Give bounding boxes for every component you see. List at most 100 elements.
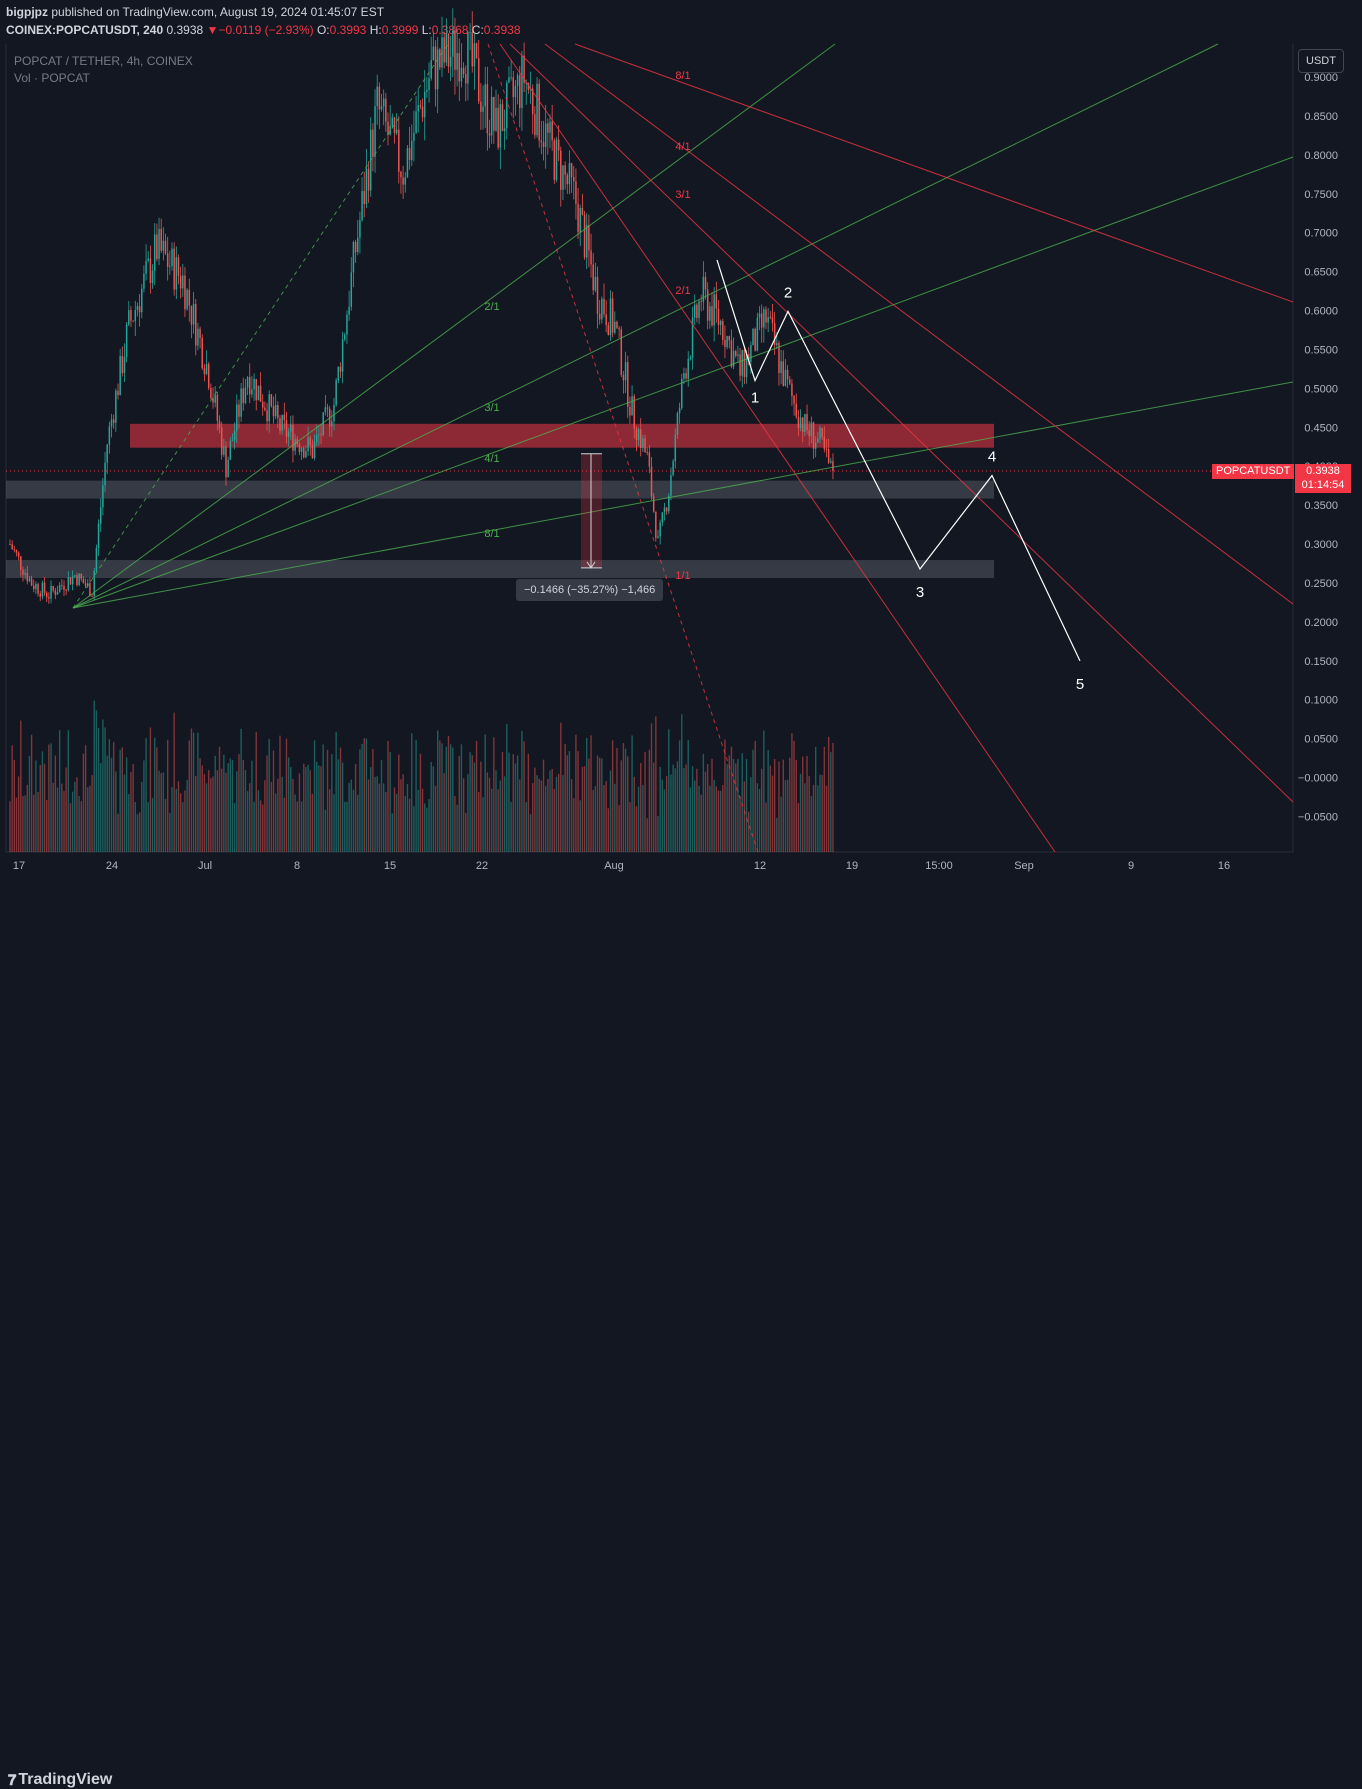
price-tick-label: −0.0500	[1298, 811, 1338, 823]
volume-bar	[370, 767, 372, 852]
volume-bar	[758, 788, 761, 852]
volume-bar	[136, 814, 139, 852]
volume-bar	[233, 802, 236, 852]
volume-bar	[69, 803, 72, 852]
candle-body	[292, 424, 294, 451]
gann-fan-red-line	[574, 43, 1294, 303]
volume-bar	[773, 758, 776, 852]
volume-bar	[713, 780, 715, 852]
volume-bar	[123, 774, 126, 852]
candle-body	[182, 275, 184, 289]
candle-body	[480, 101, 482, 112]
candle-body	[512, 77, 515, 98]
candle-body	[730, 340, 733, 367]
volume-bar	[557, 773, 560, 852]
volume-bar	[555, 776, 558, 852]
volume-bar	[551, 769, 553, 852]
volume-bar	[365, 738, 368, 852]
volume-bar	[430, 761, 432, 852]
last-price: 0.3938	[166, 23, 204, 37]
candle-body	[149, 258, 152, 284]
volume-bar	[771, 775, 774, 852]
candle-body	[830, 461, 832, 463]
candle-body	[413, 132, 415, 141]
volume-bar	[607, 808, 610, 852]
candle-body	[298, 444, 301, 452]
candle-body	[540, 140, 543, 143]
candle-body	[54, 590, 57, 595]
candle-body	[337, 366, 340, 381]
candle-body	[326, 407, 329, 409]
volume-bar	[506, 724, 508, 852]
footer-bar: 𝟕 TradingView	[0, 883, 1362, 1789]
legend-title[interactable]: POPCAT / TETHER, 4h, COINEX	[14, 54, 193, 68]
volume-bar	[177, 781, 180, 852]
volume-bar	[214, 755, 216, 852]
volume-bar	[514, 763, 517, 852]
volume-bar	[547, 778, 549, 852]
candle-body	[43, 582, 46, 593]
volume-bar	[735, 763, 737, 852]
volume-bar	[445, 746, 448, 852]
volume-bar	[810, 795, 813, 852]
candle-body	[436, 49, 439, 90]
tradingview-brand[interactable]: 𝟕 TradingView	[8, 1771, 112, 1789]
candle-body	[503, 128, 506, 132]
volume-bar	[164, 798, 167, 852]
candle-body	[156, 234, 158, 259]
volume-bar	[752, 749, 754, 852]
volume-bar	[521, 730, 523, 852]
volume-bar	[789, 757, 791, 852]
volume-bar	[689, 787, 692, 852]
candle-body	[108, 426, 111, 445]
volume-bar	[661, 779, 664, 852]
volume-bar	[642, 785, 644, 852]
volume-bar	[361, 743, 363, 852]
volume-bar	[311, 793, 314, 852]
volume-bar	[91, 775, 93, 852]
volume-bar	[579, 800, 581, 852]
volume-bar	[596, 755, 599, 852]
legend-volume[interactable]: Vol · POPCAT	[14, 71, 90, 85]
currency-button[interactable]: USDT	[1298, 49, 1344, 73]
candle-body	[573, 177, 575, 182]
volume-bar	[570, 779, 573, 852]
volume-bar	[255, 731, 257, 852]
candle-body	[821, 427, 823, 437]
volume-bar	[264, 780, 266, 852]
time-tick-label: 15:00	[925, 860, 953, 872]
candle-body	[322, 412, 324, 436]
bar-countdown: 01:14:54	[1301, 479, 1345, 491]
volume-bar	[827, 736, 830, 852]
candle-body	[164, 240, 167, 254]
volume-bar	[640, 763, 642, 852]
candle-body	[307, 437, 309, 452]
brand-name: TradingView	[18, 1771, 113, 1788]
price-chart[interactable]: 0.9000 0.8500 0.8000 0.7500 0.7000 0.6500 0.60…	[0, 0, 1362, 917]
volume-bar	[592, 789, 594, 852]
candle-body	[197, 328, 199, 346]
open-value: 0.3993	[329, 23, 367, 37]
volume-bar	[588, 758, 590, 852]
candle-body	[596, 276, 599, 314]
candle-body	[769, 317, 772, 319]
volume-bar	[648, 749, 651, 852]
author-name[interactable]: bigpjpz	[6, 5, 48, 19]
candle-body	[428, 78, 430, 90]
candle-body	[119, 356, 121, 396]
volume-bar	[510, 801, 512, 852]
candle-body	[423, 91, 426, 118]
volume-bar	[776, 817, 778, 852]
volume-bar	[309, 770, 311, 852]
candle-body	[495, 107, 497, 131]
candle-body	[367, 168, 370, 191]
volume-bar	[825, 785, 828, 852]
candle-body	[583, 214, 586, 258]
gann-fan-red-line	[509, 43, 1294, 803]
candle-body	[195, 303, 197, 346]
volume-bar	[568, 751, 571, 852]
gann-fan-green-line	[72, 156, 1294, 609]
candle-body	[655, 511, 657, 538]
candle-body	[486, 84, 489, 134]
candle-body	[458, 53, 461, 82]
